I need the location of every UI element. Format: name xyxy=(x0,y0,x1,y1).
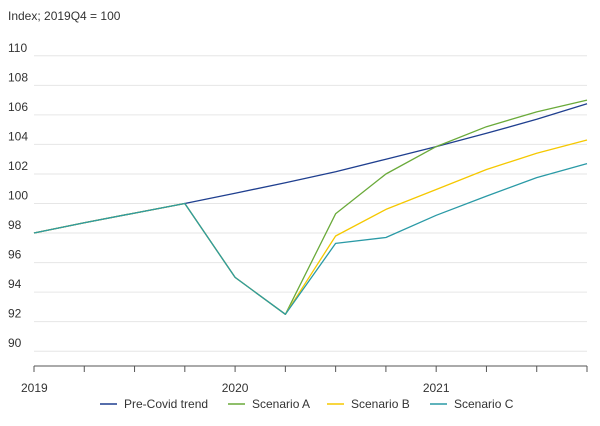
x-tick-label: 2019 xyxy=(21,381,48,395)
series-line xyxy=(33,139,588,315)
y-tick-label: 106 xyxy=(8,100,28,114)
x-tick-label: 2020 xyxy=(222,381,249,395)
series-lines xyxy=(33,99,588,315)
series-line xyxy=(33,162,588,315)
series-line xyxy=(33,99,588,315)
y-tick-label: 94 xyxy=(8,277,22,291)
legend-label: Scenario B xyxy=(351,397,410,411)
x-axis: 2019 2020 2021 xyxy=(21,365,588,395)
y-tick-label: 108 xyxy=(8,70,28,84)
legend-label: Scenario C xyxy=(454,397,514,411)
y-tick-label: 110 xyxy=(8,41,27,55)
y-tick-label: 104 xyxy=(8,129,28,143)
legend-label: Scenario A xyxy=(252,397,310,411)
y-tick-label: 96 xyxy=(8,248,22,262)
legend-label: Pre-Covid trend xyxy=(124,397,208,411)
legend: Pre-Covid trend Scenario A Scenario B Scena… xyxy=(100,397,514,411)
y-tick-label: 102 xyxy=(8,159,28,173)
series-line xyxy=(33,103,588,234)
y-tick-labels: 90 92 94 96 98 100 102 104 106 108 110 xyxy=(8,41,28,350)
y-tick-label: 90 xyxy=(8,336,22,350)
x-tick-label: 2021 xyxy=(423,381,450,395)
grid-lines xyxy=(34,55,587,352)
y-tick-label: 100 xyxy=(8,189,28,203)
y-tick-label: 92 xyxy=(8,307,22,321)
y-axis-label: Index; 2019Q4 = 100 xyxy=(8,9,121,23)
y-tick-label: 98 xyxy=(8,218,22,232)
